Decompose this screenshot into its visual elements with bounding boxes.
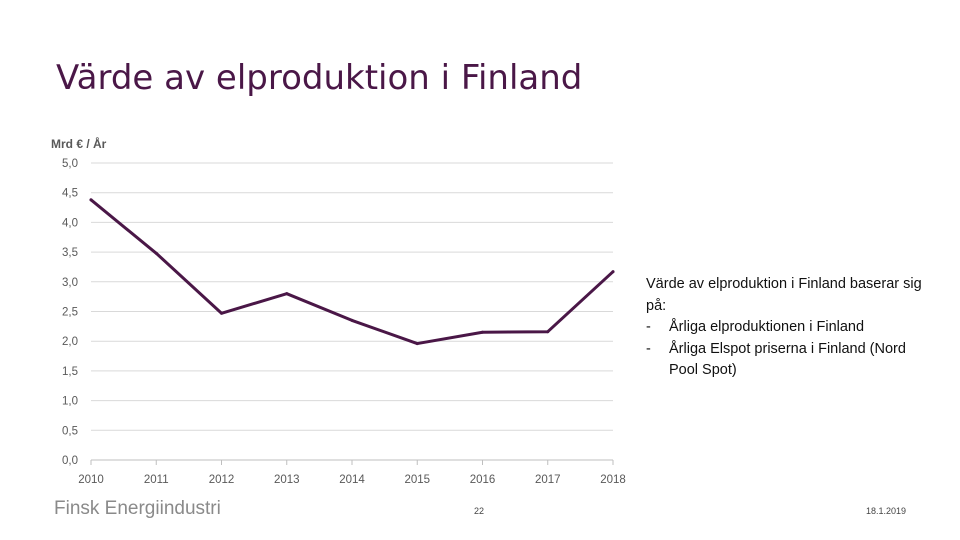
x-tick-label: 2018 — [600, 474, 626, 486]
data-point — [415, 342, 419, 346]
y-tick-label: 3,5 — [62, 247, 78, 259]
y-axis-ticks: 0,0 0,5 1,0 1,5 2,0 2,5 3,0 3,5 4,0 4,5 5,0 — [62, 158, 78, 467]
y-tick-label: 2,5 — [62, 307, 78, 319]
data-point — [154, 251, 158, 255]
x-tick-label: 2016 — [470, 474, 496, 486]
x-axis-ticks: 2010 2011 2012 2013 2014 2015 2016 2017 2018 — [78, 460, 626, 486]
bullet-marker: - — [646, 340, 651, 357]
y-tick-label: 4,0 — [62, 217, 78, 229]
x-tick-label: 2017 — [535, 474, 561, 486]
footer-brand-logo: Finsk Energiindustri — [54, 498, 221, 519]
data-point — [220, 311, 223, 315]
data-point — [285, 292, 289, 296]
data-point — [546, 330, 550, 334]
bullet-text: Årliga Elspot priserna i Finland (Nord P… — [669, 340, 906, 379]
y-tick-label: 3,0 — [62, 277, 78, 289]
series-layer — [89, 198, 615, 346]
y-tick-label: 1,0 — [62, 396, 78, 408]
bullet-marker: - — [646, 319, 651, 335]
data-point — [350, 318, 354, 322]
x-tick-label: 2013 — [274, 474, 300, 486]
gridlines — [91, 162, 613, 461]
description-bullet-2: - Årliga Elspot priserna i Finland (Nord… — [646, 339, 936, 382]
x-tick-label: 2010 — [78, 474, 104, 486]
series-line — [89, 198, 615, 346]
y-tick-label: 4,5 — [62, 188, 78, 200]
y-tick-label: 0,0 — [62, 455, 78, 467]
x-tick-label: 2012 — [209, 474, 235, 486]
y-tick-label: 0,5 — [62, 425, 78, 437]
description-intro: Värde av elproduktion i Finland baserar … — [646, 276, 922, 314]
footer-page-number: 22 — [474, 506, 485, 516]
y-tick-label: 2,0 — [62, 336, 78, 348]
x-tick-label: 2011 — [144, 474, 169, 486]
chart-description: Värde av elproduktion i Finland baserar … — [646, 274, 936, 382]
y-tick-label: 5,0 — [62, 158, 78, 170]
x-tick-label: 2014 — [339, 474, 365, 486]
slide-title: Värde av elproduktion i Finland — [56, 58, 583, 98]
bullet-text: Årliga elproduktionen i Finland — [669, 319, 865, 335]
y-axis-label: Mrd € / År — [51, 136, 107, 151]
description-bullet-1: - Årliga elproduktionen i Finland — [646, 317, 936, 339]
y-tick-label: 1,5 — [62, 366, 78, 378]
x-tick-label: 2015 — [404, 474, 430, 486]
data-point — [481, 330, 484, 334]
data-point — [611, 270, 615, 274]
footer-date: 18.1.2019 — [866, 506, 907, 516]
data-point — [89, 198, 93, 202]
